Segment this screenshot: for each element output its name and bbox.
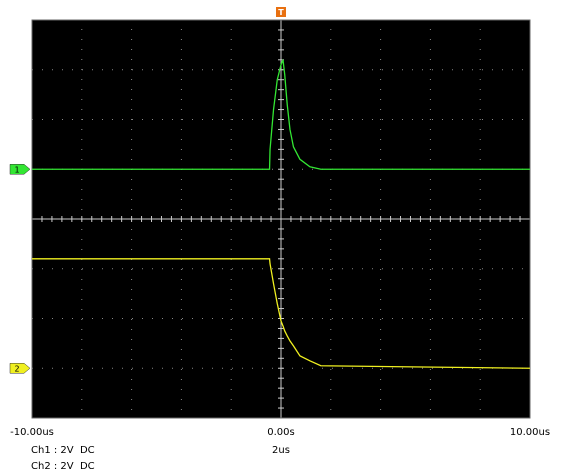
channel-label: 1 (14, 165, 19, 174)
x-tick-label: 10.00us (510, 427, 550, 438)
ch1-setting: Ch1 : 2V DC (31, 445, 95, 456)
channel-marker (9, 164, 31, 175)
waveform (32, 59, 530, 170)
ch2-setting: Ch2 : 2V DC (31, 461, 95, 472)
waveform (32, 258, 531, 369)
trigger-marker (276, 7, 286, 17)
channel-label: 2 (14, 364, 19, 373)
timebase: 2us (272, 445, 290, 456)
x-tick-label: 0.00s (267, 427, 294, 438)
channel-marker (9, 363, 31, 374)
trigger-label: T (278, 8, 284, 17)
x-tick-label: -10.00us (10, 427, 54, 438)
screen-border (31, 19, 531, 419)
